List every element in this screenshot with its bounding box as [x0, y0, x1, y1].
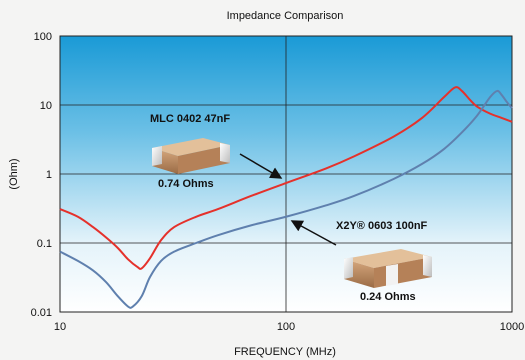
y-tick-label-0: 0.01: [31, 307, 52, 319]
x-tick-label-0: 10: [54, 321, 66, 333]
axis-ticks: 0.01 0.1 1 10 100 10 100 1000: [31, 31, 525, 333]
grid-lines: [60, 36, 512, 312]
series-line-1: [59, 89, 513, 309]
x2y-capacitor-image: [344, 249, 432, 288]
series-lines: [59, 86, 513, 309]
x-axis-label: FREQUENCY (MHz): [234, 346, 336, 358]
x-tick-label-2: 1000: [500, 321, 524, 333]
y-tick-label-1: 0.1: [37, 238, 52, 250]
x-tick-label-1: 100: [277, 321, 295, 333]
mlc-label: MLC 0402 47nF: [150, 113, 230, 125]
mlc-arrow: [239, 153, 283, 179]
x2y-annotation: X2Y® 0603 100nF 0.24 Ohms: [290, 220, 432, 303]
mlc-annotation: MLC 0402 47nF 0.74 Ohms: [150, 113, 283, 190]
mlc-value: 0.74 Ohms: [158, 178, 214, 190]
y-axis-label: (Ohm): [8, 158, 20, 189]
x2y-value: 0.24 Ohms: [360, 291, 416, 303]
y-tick-label-2: 1: [46, 169, 52, 181]
mlc-capacitor-image: [152, 138, 230, 174]
y-tick-label-3: 10: [40, 100, 52, 112]
y-tick-label-4: 100: [34, 31, 52, 43]
chart-title: Impedance Comparison: [227, 10, 344, 22]
series-line-0: [59, 86, 513, 270]
x2y-label: X2Y® 0603 100nF: [336, 220, 428, 232]
x2y-arrow: [290, 220, 337, 246]
